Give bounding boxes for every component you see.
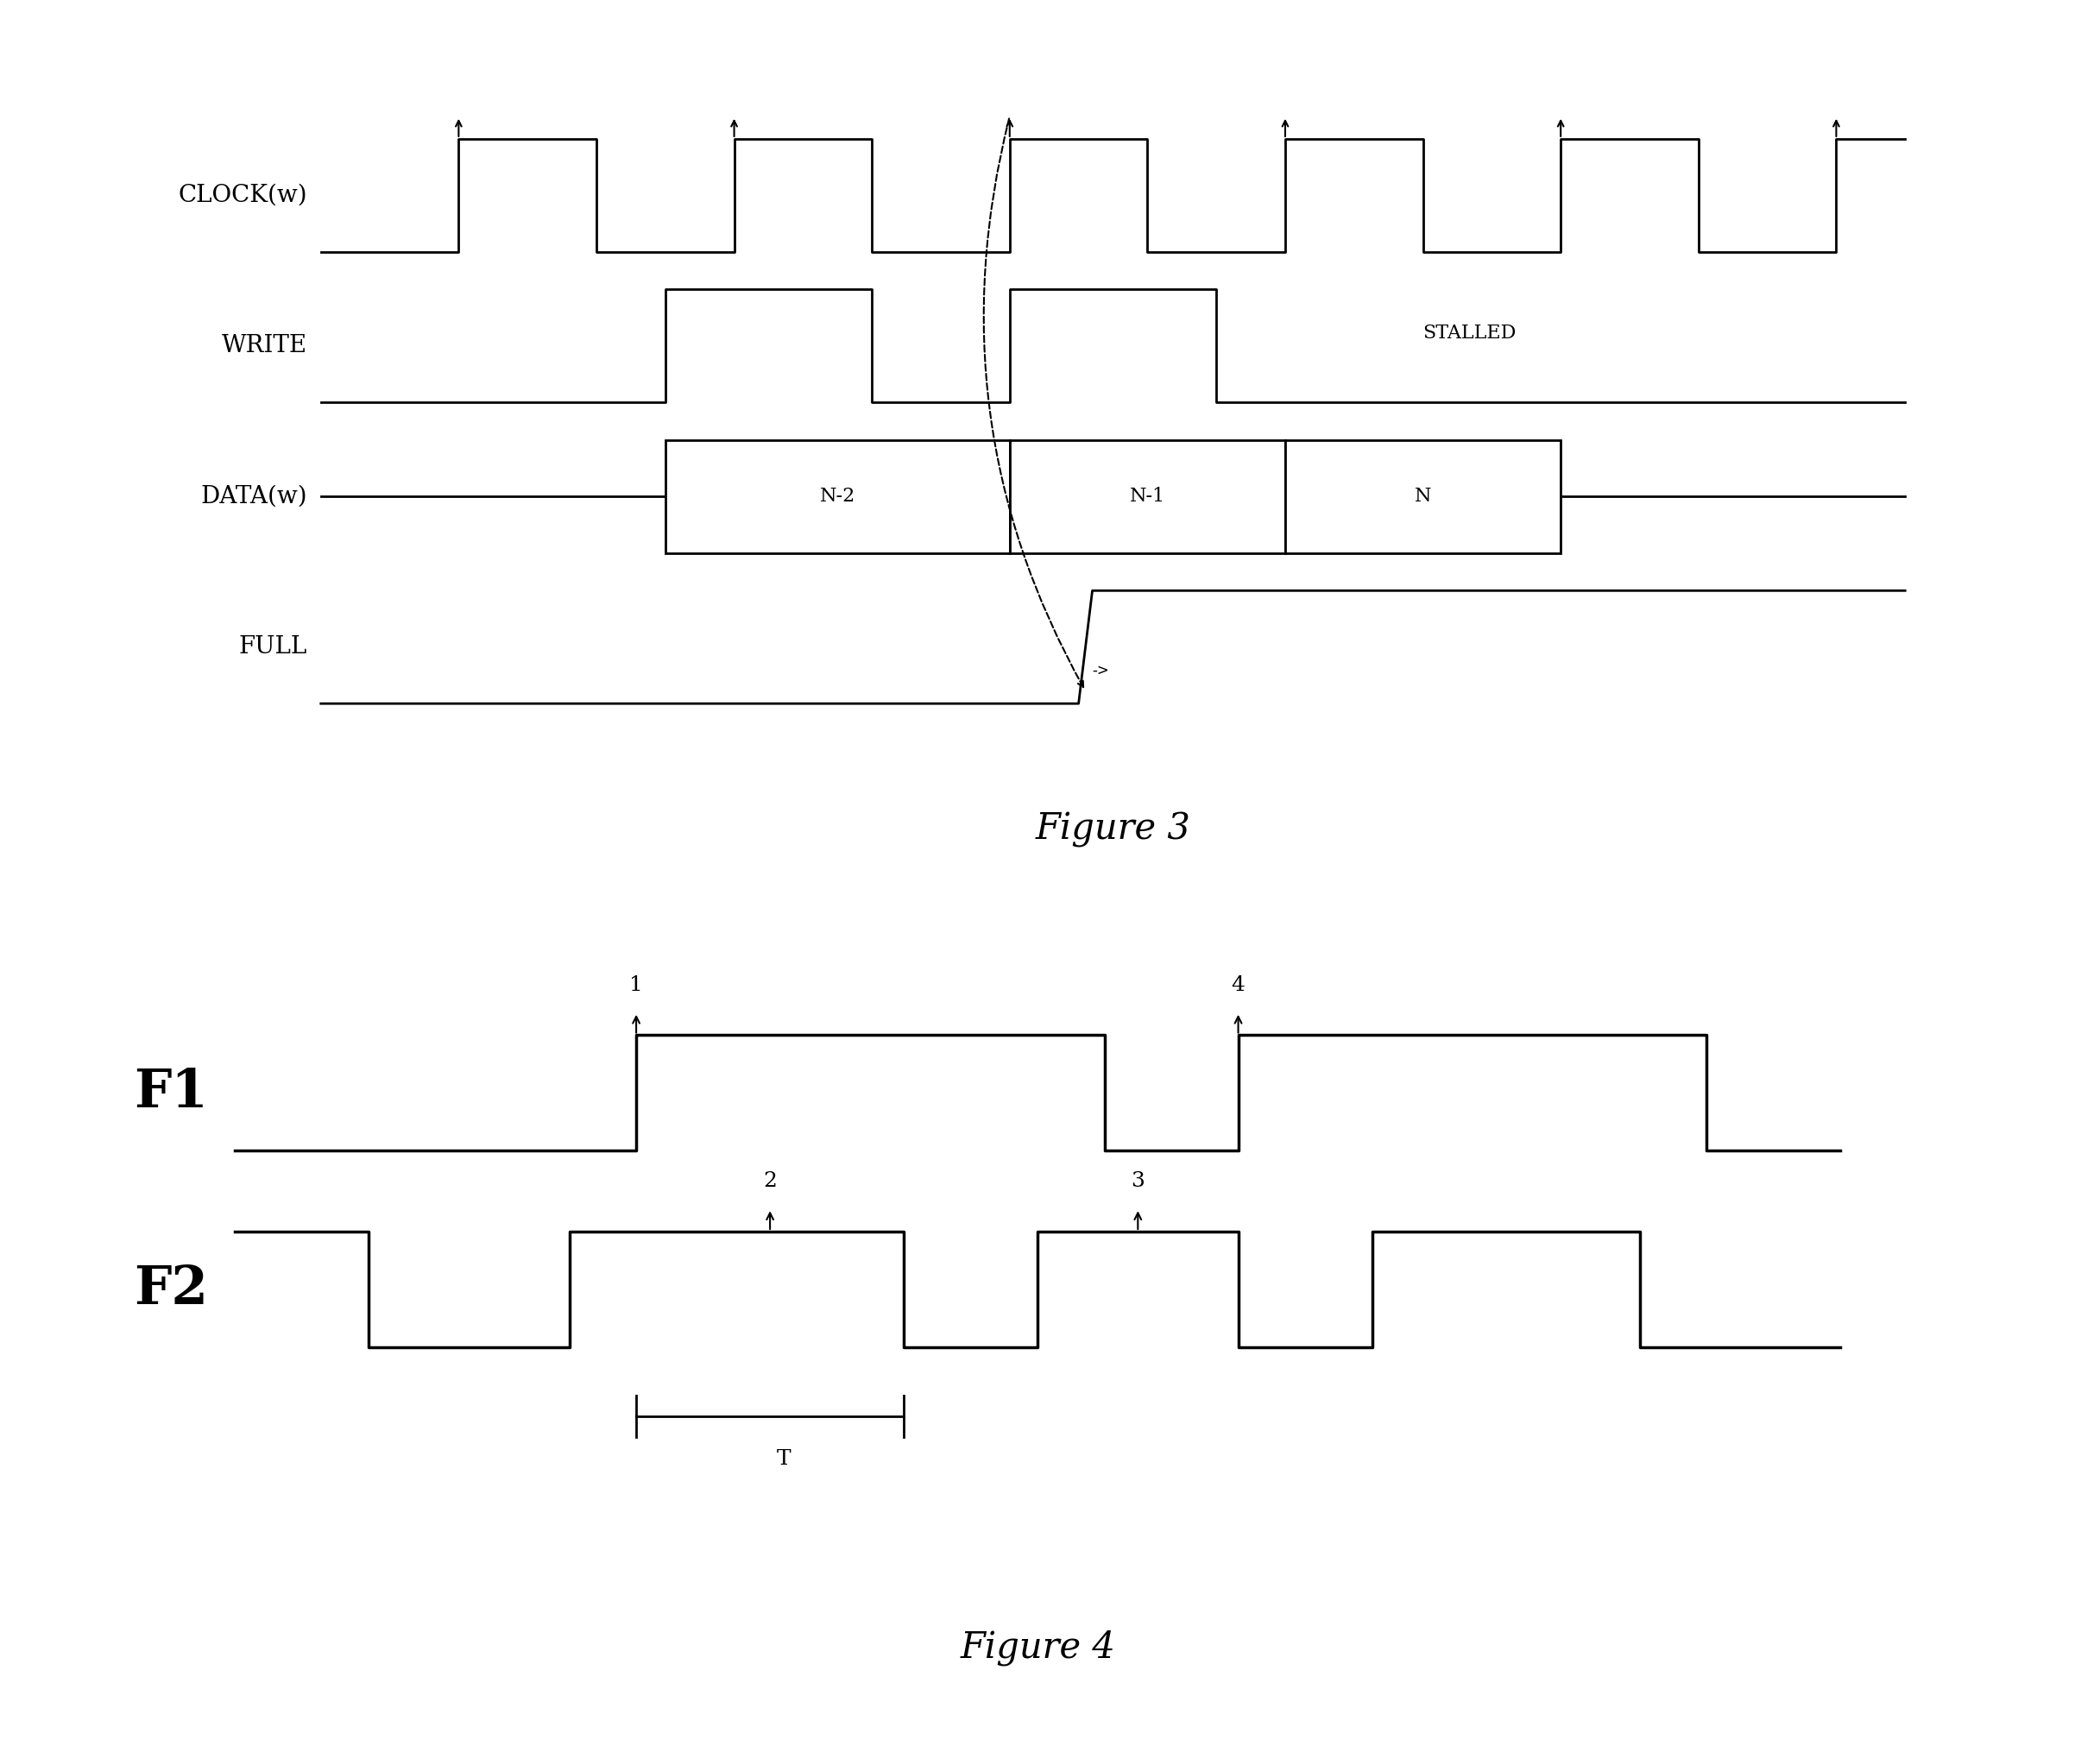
Text: Figure 4: Figure 4 — [960, 1629, 1115, 1666]
Bar — [1285, 440, 1560, 553]
Text: STALLED: STALLED — [1424, 325, 1516, 342]
Text: DATA(w): DATA(w) — [200, 485, 307, 508]
Text: F1: F1 — [134, 1067, 208, 1119]
Text: 1: 1 — [630, 974, 643, 995]
Text: 2: 2 — [762, 1172, 777, 1191]
Text: N-2: N-2 — [819, 487, 855, 506]
Text: Figure 3: Figure 3 — [1035, 810, 1191, 847]
Text: N-1: N-1 — [1130, 487, 1166, 506]
Text: T: T — [777, 1449, 790, 1468]
Text: WRITE: WRITE — [220, 333, 307, 358]
Text: N: N — [1415, 487, 1432, 506]
Text: F2: F2 — [134, 1264, 208, 1315]
Bar — [666, 440, 1010, 553]
Text: FULL: FULL — [239, 636, 307, 658]
Text: 3: 3 — [1132, 1172, 1144, 1191]
Text: ->: -> — [1092, 663, 1109, 679]
Text: 4: 4 — [1231, 974, 1245, 995]
Text: CLOCK(w): CLOCK(w) — [178, 183, 307, 208]
Bar — [1010, 440, 1285, 553]
